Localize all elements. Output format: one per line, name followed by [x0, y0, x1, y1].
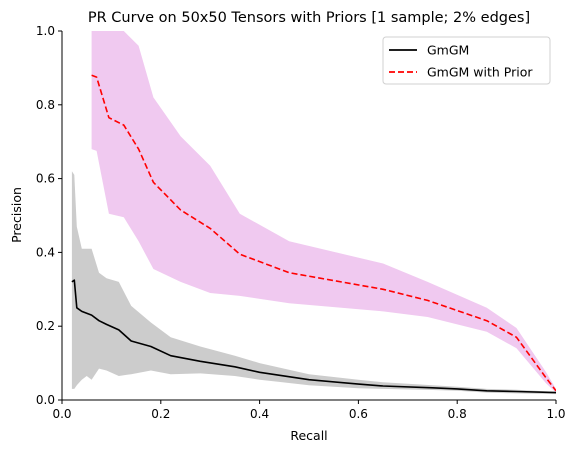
- x-tick-label: 0.0: [52, 407, 71, 421]
- x-tick-label: 0.6: [349, 407, 368, 421]
- x-axis-label: Recall: [290, 428, 327, 443]
- series-line-gmgm-with-prior: [91, 74, 556, 392]
- band-gmgm-with-prior: [91, 31, 556, 393]
- y-tick-label: 0.0: [36, 393, 55, 407]
- chart-title: PR Curve on 50x50 Tensors with Priors [1…: [88, 10, 530, 26]
- series-lines: [71, 74, 556, 394]
- legend-label-gmgm: GmGM: [427, 43, 469, 58]
- y-tick-label: 0.8: [36, 98, 55, 112]
- x-tick-label: 0.4: [250, 407, 269, 421]
- y-tick-label: 1.0: [36, 24, 55, 38]
- x-tick-label: 0.8: [448, 407, 467, 421]
- y-tick-label: 0.4: [36, 245, 55, 259]
- legend-box: [382, 36, 551, 85]
- series-line-gmgm: [71, 279, 556, 394]
- x-tick-label: 0.2: [151, 407, 170, 421]
- axes: 0.0 0.2 0.4 0.6 0.8 1.0 0.0 0.2 0.4 0.6 0.8 1.0: [36, 24, 566, 421]
- y-tick-label: 0.6: [36, 172, 55, 186]
- x-tick-label: 1.0: [546, 407, 565, 421]
- confidence-bands: [71, 31, 556, 395]
- y-tick-label: 0.2: [36, 319, 55, 333]
- legend-label-gmgm-with-prior: GmGM with Prior: [427, 65, 533, 80]
- legend: GmGM GmGM with Prior: [382, 36, 551, 85]
- y-axis-label: Precision: [9, 187, 24, 243]
- band-gmgm: [71, 171, 556, 395]
